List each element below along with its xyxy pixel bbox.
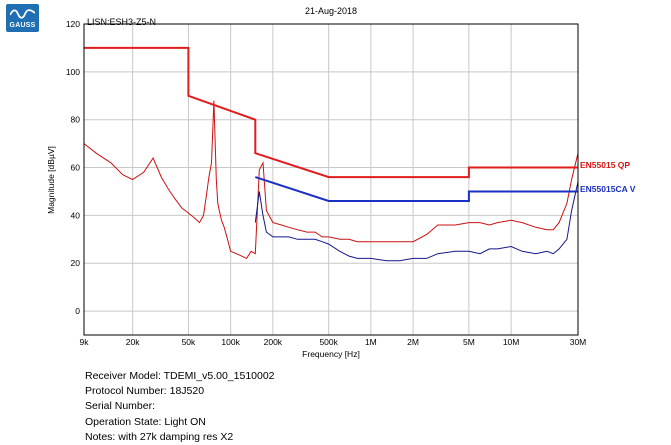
notes-row: Notes: with 27k damping res X2 [85,430,275,445]
x-tick-label: 200k [264,337,283,347]
logo-text: GAUSS [9,22,36,29]
protocol-number-row: Protocol Number: 18J520 [85,384,275,399]
series-layer [83,46,579,262]
x-tick-label: 500k [319,337,338,347]
legend-entry: EN55015CA V [580,184,636,194]
plot-frame [83,23,579,336]
legend-entry: EN55015 QP [580,160,630,170]
x-tick-label: 2M [407,337,419,347]
receiver-model-value: TDEMI_v5.00_1510002 [163,370,275,382]
y-tick-label: 120 [66,19,80,29]
axis-labels: 9k 20k 50k 100k 200k 500k 1M 2M 5M 10M 30M 0 20 40 60 8… [66,19,586,347]
notes-value: with 27k damping res X2 [118,430,234,443]
x-tick-label: 50k [182,337,196,347]
average-measurement-trace [254,181,579,262]
x-axis-label: Frequency [Hz] [302,349,360,359]
y-tick-label: 20 [71,258,81,268]
y-tick-label: 100 [66,67,80,77]
y-tick-label: 60 [71,163,81,173]
wave-icon [10,9,35,19]
protocol-number-value: 18J520 [169,385,205,398]
chart-subtitle: LISN:ESH3-Z5-N [87,17,156,27]
receiver-model-row: Receiver Model: TDEMI_v5.00_1510002 [85,369,275,384]
serial-number-row: Serial Number: [85,399,275,414]
average-limit-line [254,176,578,202]
y-tick-label: 40 [71,210,81,220]
protocol-number-label: Protocol Number: [85,385,167,398]
gauss-logo: GAUSS [6,4,39,32]
x-tick-label: 10M [503,337,520,347]
y-axis-label: Magnitude [dBµV] [46,146,56,214]
operation-state-label: Operation State: [85,415,162,428]
x-tick-label: 100k [221,337,240,347]
x-tick-label: 1M [365,337,377,347]
x-tick-label: 20k [126,337,140,347]
grid-lines [84,23,578,335]
legend: EN55015 QP EN55015CA V [580,160,636,194]
qp-limit-line [84,46,578,179]
y-tick-label: 0 [75,306,80,316]
x-tick-label: 30M [570,337,587,347]
operation-state-row: Operation State: Light ON [85,415,275,430]
y-tick-label: 80 [71,115,81,125]
qp-measurement-trace [83,100,579,260]
operation-state-value: Light ON [164,415,206,428]
x-tick-label: 9k [80,337,90,347]
serial-number-label: Serial Number: [85,400,156,413]
chart-title: 21-Aug-2018 [305,6,357,16]
notes-label: Notes: [85,430,116,443]
measurement-info: Receiver Model: TDEMI_v5.00_1510002 Prot… [85,369,275,445]
receiver-model-label: Receiver Model: [85,370,161,382]
x-tick-label: 5M [463,337,475,347]
